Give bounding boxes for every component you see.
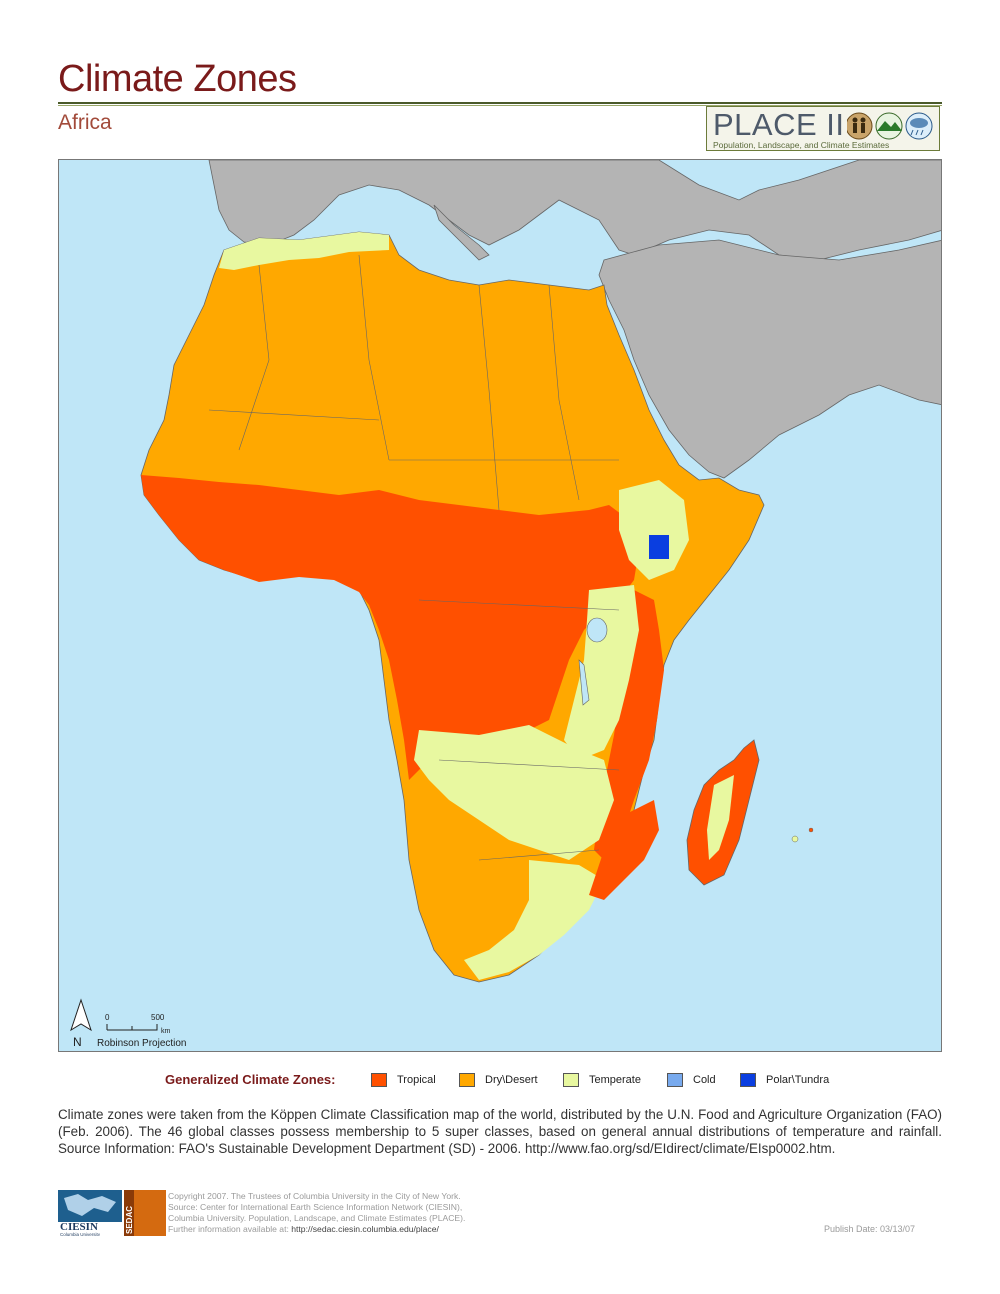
zone-tropical-west-central [141, 475, 639, 780]
place-logo-name: PLACE II [713, 107, 845, 142]
ciesin-logo-text: CIESIN [60, 1221, 98, 1233]
zone-temperate-east [564, 585, 639, 760]
sedac-logo-text: SEDAC [125, 1206, 134, 1234]
zone-tropical-mozambique [589, 800, 659, 900]
zone-temperate-south-central [414, 725, 614, 860]
footer-logos: CIESIN Columbia University SEDAC [58, 1190, 166, 1241]
further-info: Further information available at: http:/… [168, 1224, 465, 1235]
zone-temperate-south [464, 860, 604, 980]
description: Climate zones were taken from the Köppen… [58, 1107, 942, 1156]
further-info-link[interactable]: http://sedac.ciesin.columbia.edu/place/ [291, 1224, 439, 1234]
ciesin-logo-sub: Columbia University [60, 1232, 101, 1236]
legend-item-dry-desert: Dry\Desert [459, 1072, 538, 1088]
place-logo-tagline: Population, Landscape, and Climate Estim… [713, 140, 890, 150]
landscape-icon [875, 112, 903, 140]
copyright-line-1: Copyright 2007. The Trustees of Columbia… [168, 1191, 461, 1201]
scale-zero: 0 [105, 1013, 110, 1022]
legend-swatch-dry-desert [459, 1073, 475, 1087]
legend-title: Generalized Climate Zones: [165, 1072, 336, 1087]
country-borders [208, 254, 620, 861]
further-info-label: Further information available at: [168, 1224, 289, 1234]
copyright: Copyright 2007. The Trustees of Columbia… [168, 1191, 465, 1235]
copyright-line-3: Columbia University. Population, Landsca… [168, 1213, 466, 1223]
place-logo: PLACE II Population, Landscape, and Clim… [706, 106, 940, 151]
legend-item-cold: Cold [667, 1072, 716, 1088]
legend-swatch-cold [667, 1073, 683, 1087]
land-italy [433, 204, 490, 261]
place-logo-icons [847, 112, 933, 140]
legend-item-polar-tundra: Polar\Tundra [740, 1072, 829, 1088]
scale-bar [106, 1024, 158, 1031]
legend-swatch-temperate [563, 1073, 579, 1087]
ciesin-sedac-logos: CIESIN Columbia University SEDAC [58, 1190, 166, 1237]
island-reunion [808, 827, 814, 833]
publish-date: Publish Date: 03/13/07 [824, 1224, 916, 1234]
people-icon [847, 112, 873, 140]
legend-label-cold: Cold [693, 1074, 716, 1086]
climate-map: N 0 500 km Robinson Projection [58, 159, 942, 1052]
zone-temperate-ethiopia [619, 480, 689, 580]
legend-swatch-tropical [371, 1073, 387, 1087]
map-projection: Robinson Projection [97, 1038, 187, 1049]
zone-temperate-madagascar [707, 775, 734, 860]
scale-max: 500 [151, 1013, 165, 1022]
legend-label-dry-desert: Dry\Desert [485, 1074, 538, 1086]
legend-swatch-polar-tundra [740, 1073, 756, 1087]
title-rule [58, 102, 942, 104]
legend-label-temperate: Temperate [589, 1074, 641, 1086]
land-arabia [598, 239, 941, 479]
page-title: Climate Zones [58, 58, 297, 100]
legend-label-polar-tundra: Polar\Tundra [766, 1074, 830, 1086]
north-arrow-icon [70, 998, 92, 1032]
north-label: N [73, 1035, 82, 1049]
lake-tanganyika [578, 659, 590, 706]
island-mauritius [791, 835, 799, 843]
climate-map-svg: N 0 500 km Robinson Projection [59, 160, 941, 1051]
title-rule-thin [58, 105, 942, 106]
page-subtitle: Africa [58, 111, 112, 134]
zone-polar-ethiopia [649, 535, 669, 559]
lake-victoria [586, 617, 608, 643]
legend-label-tropical: Tropical [397, 1074, 436, 1086]
land-europe [208, 160, 941, 261]
legend-item-temperate: Temperate [563, 1072, 641, 1088]
copyright-line-2: Source: Center for International Earth S… [168, 1202, 463, 1212]
climate-icon [905, 112, 933, 140]
zone-temperate-north [219, 232, 389, 270]
legend-item-tropical: Tropical [371, 1072, 436, 1088]
scale-unit: km [161, 1028, 171, 1035]
